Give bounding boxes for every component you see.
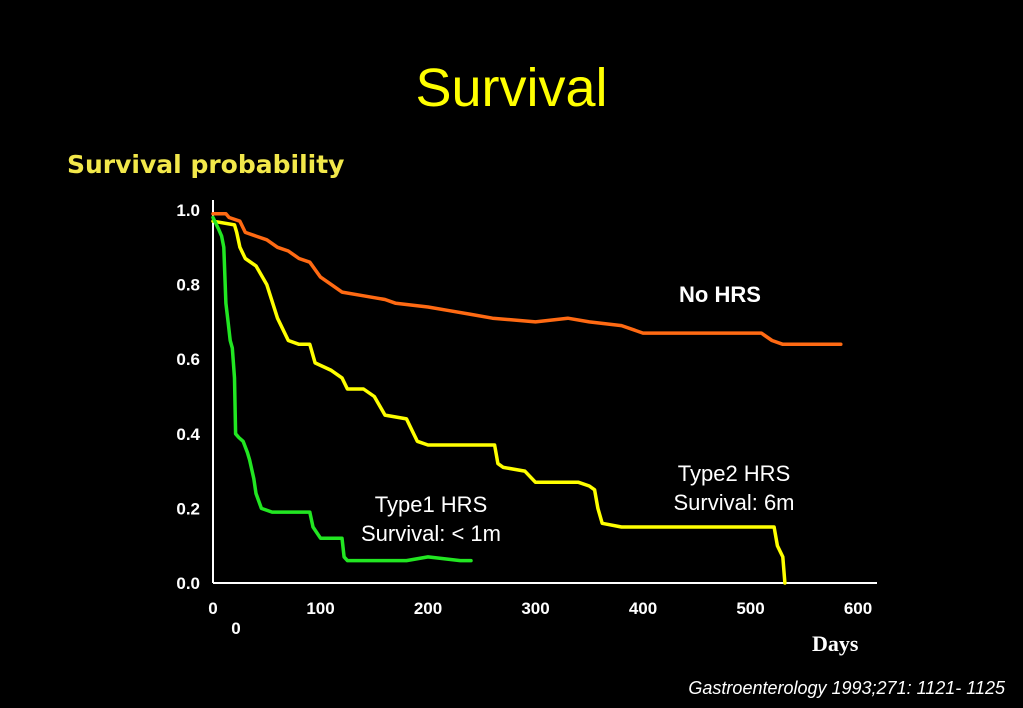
y-tick-label: 0.8 (176, 276, 200, 295)
y-tick-label: 0.6 (176, 350, 200, 369)
series-labels: No HRS Type2 HRS Survival: 6m Type1 HRS Surv… (361, 282, 795, 546)
slide-title: Survival (415, 58, 608, 118)
y-axis-label: Survival probability (67, 150, 345, 179)
x-tick-label: 200 (414, 599, 442, 618)
no-hrs-curve (211, 211, 843, 347)
y-tick-label: 0.2 (176, 499, 200, 518)
x-tick-label: 100 (306, 599, 334, 618)
y-tick-label: 0.4 (176, 425, 200, 444)
x-axis-label: Days (812, 631, 859, 656)
tick-labels: 0.0 0.2 0.4 0.6 0.8 1.0 0 100 200 300 400 500 600 0 (176, 201, 872, 638)
y-tick-label: 1.0 (176, 201, 200, 220)
chart-axes (212, 200, 877, 584)
x-tick-label: 500 (736, 599, 764, 618)
series-lines (211, 211, 843, 585)
type2-hrs-label: Survival: 6m (673, 490, 794, 515)
x-tick-label: 400 (629, 599, 657, 618)
y-tick-label: 0.0 (176, 574, 200, 593)
type2-hrs-label: Type2 HRS (678, 461, 791, 486)
x-tick-label: 0 (208, 599, 217, 618)
type1-hrs-label: Survival: < 1m (361, 521, 501, 546)
citation: Gastroenterology 1993;271: 1121- 1125 (688, 678, 1005, 698)
x-tick-label: 300 (521, 599, 549, 618)
type2-hrs-curve (211, 219, 787, 585)
type1-hrs-label: Type1 HRS (375, 492, 488, 517)
no-hrs-label: No HRS (679, 282, 761, 307)
type1-hrs-curve (211, 215, 473, 563)
x-tick-label-extra: 0 (231, 619, 240, 638)
x-tick-label: 600 (844, 599, 872, 618)
